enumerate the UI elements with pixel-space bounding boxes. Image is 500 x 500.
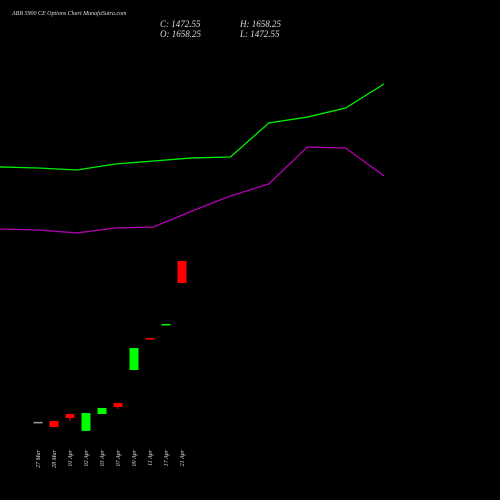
x-tick-label: 07 Apr xyxy=(116,449,122,466)
x-tick-label: 01 Apr xyxy=(68,449,74,466)
high-label: H: 1658.25 xyxy=(239,19,281,29)
close-label: C: 1472.55 xyxy=(160,19,201,29)
x-tick-label: 21 Apr xyxy=(180,449,186,466)
x-tick-label: 17 Apr xyxy=(164,449,170,466)
candle-body xyxy=(33,421,43,424)
candle-body xyxy=(49,420,59,428)
x-tick-label: 03 Apr xyxy=(100,449,106,466)
candle-body xyxy=(161,323,171,326)
candle-body xyxy=(65,413,75,419)
candle-body xyxy=(145,338,155,340)
low-label: L: 1472.55 xyxy=(239,29,280,39)
x-tick-label: 09 Apr xyxy=(132,449,138,466)
x-tick-label: 27 Mar xyxy=(36,449,42,467)
candle-body xyxy=(97,407,107,414)
average-line xyxy=(0,146,385,234)
candle-body xyxy=(177,260,187,283)
x-tick-label: 28 Mar xyxy=(52,449,58,467)
open-label: O: 1658.25 xyxy=(160,29,201,39)
candle-body xyxy=(113,402,123,407)
chart-title: ABB 5900 CE Options Chart MunafaSutra.co… xyxy=(11,10,127,17)
x-tick-label: 11 Apr xyxy=(148,449,154,466)
average-line xyxy=(0,83,385,171)
candle-body xyxy=(81,413,91,431)
candle-body xyxy=(129,347,139,371)
x-tick-label: 02 Apr xyxy=(84,449,90,466)
